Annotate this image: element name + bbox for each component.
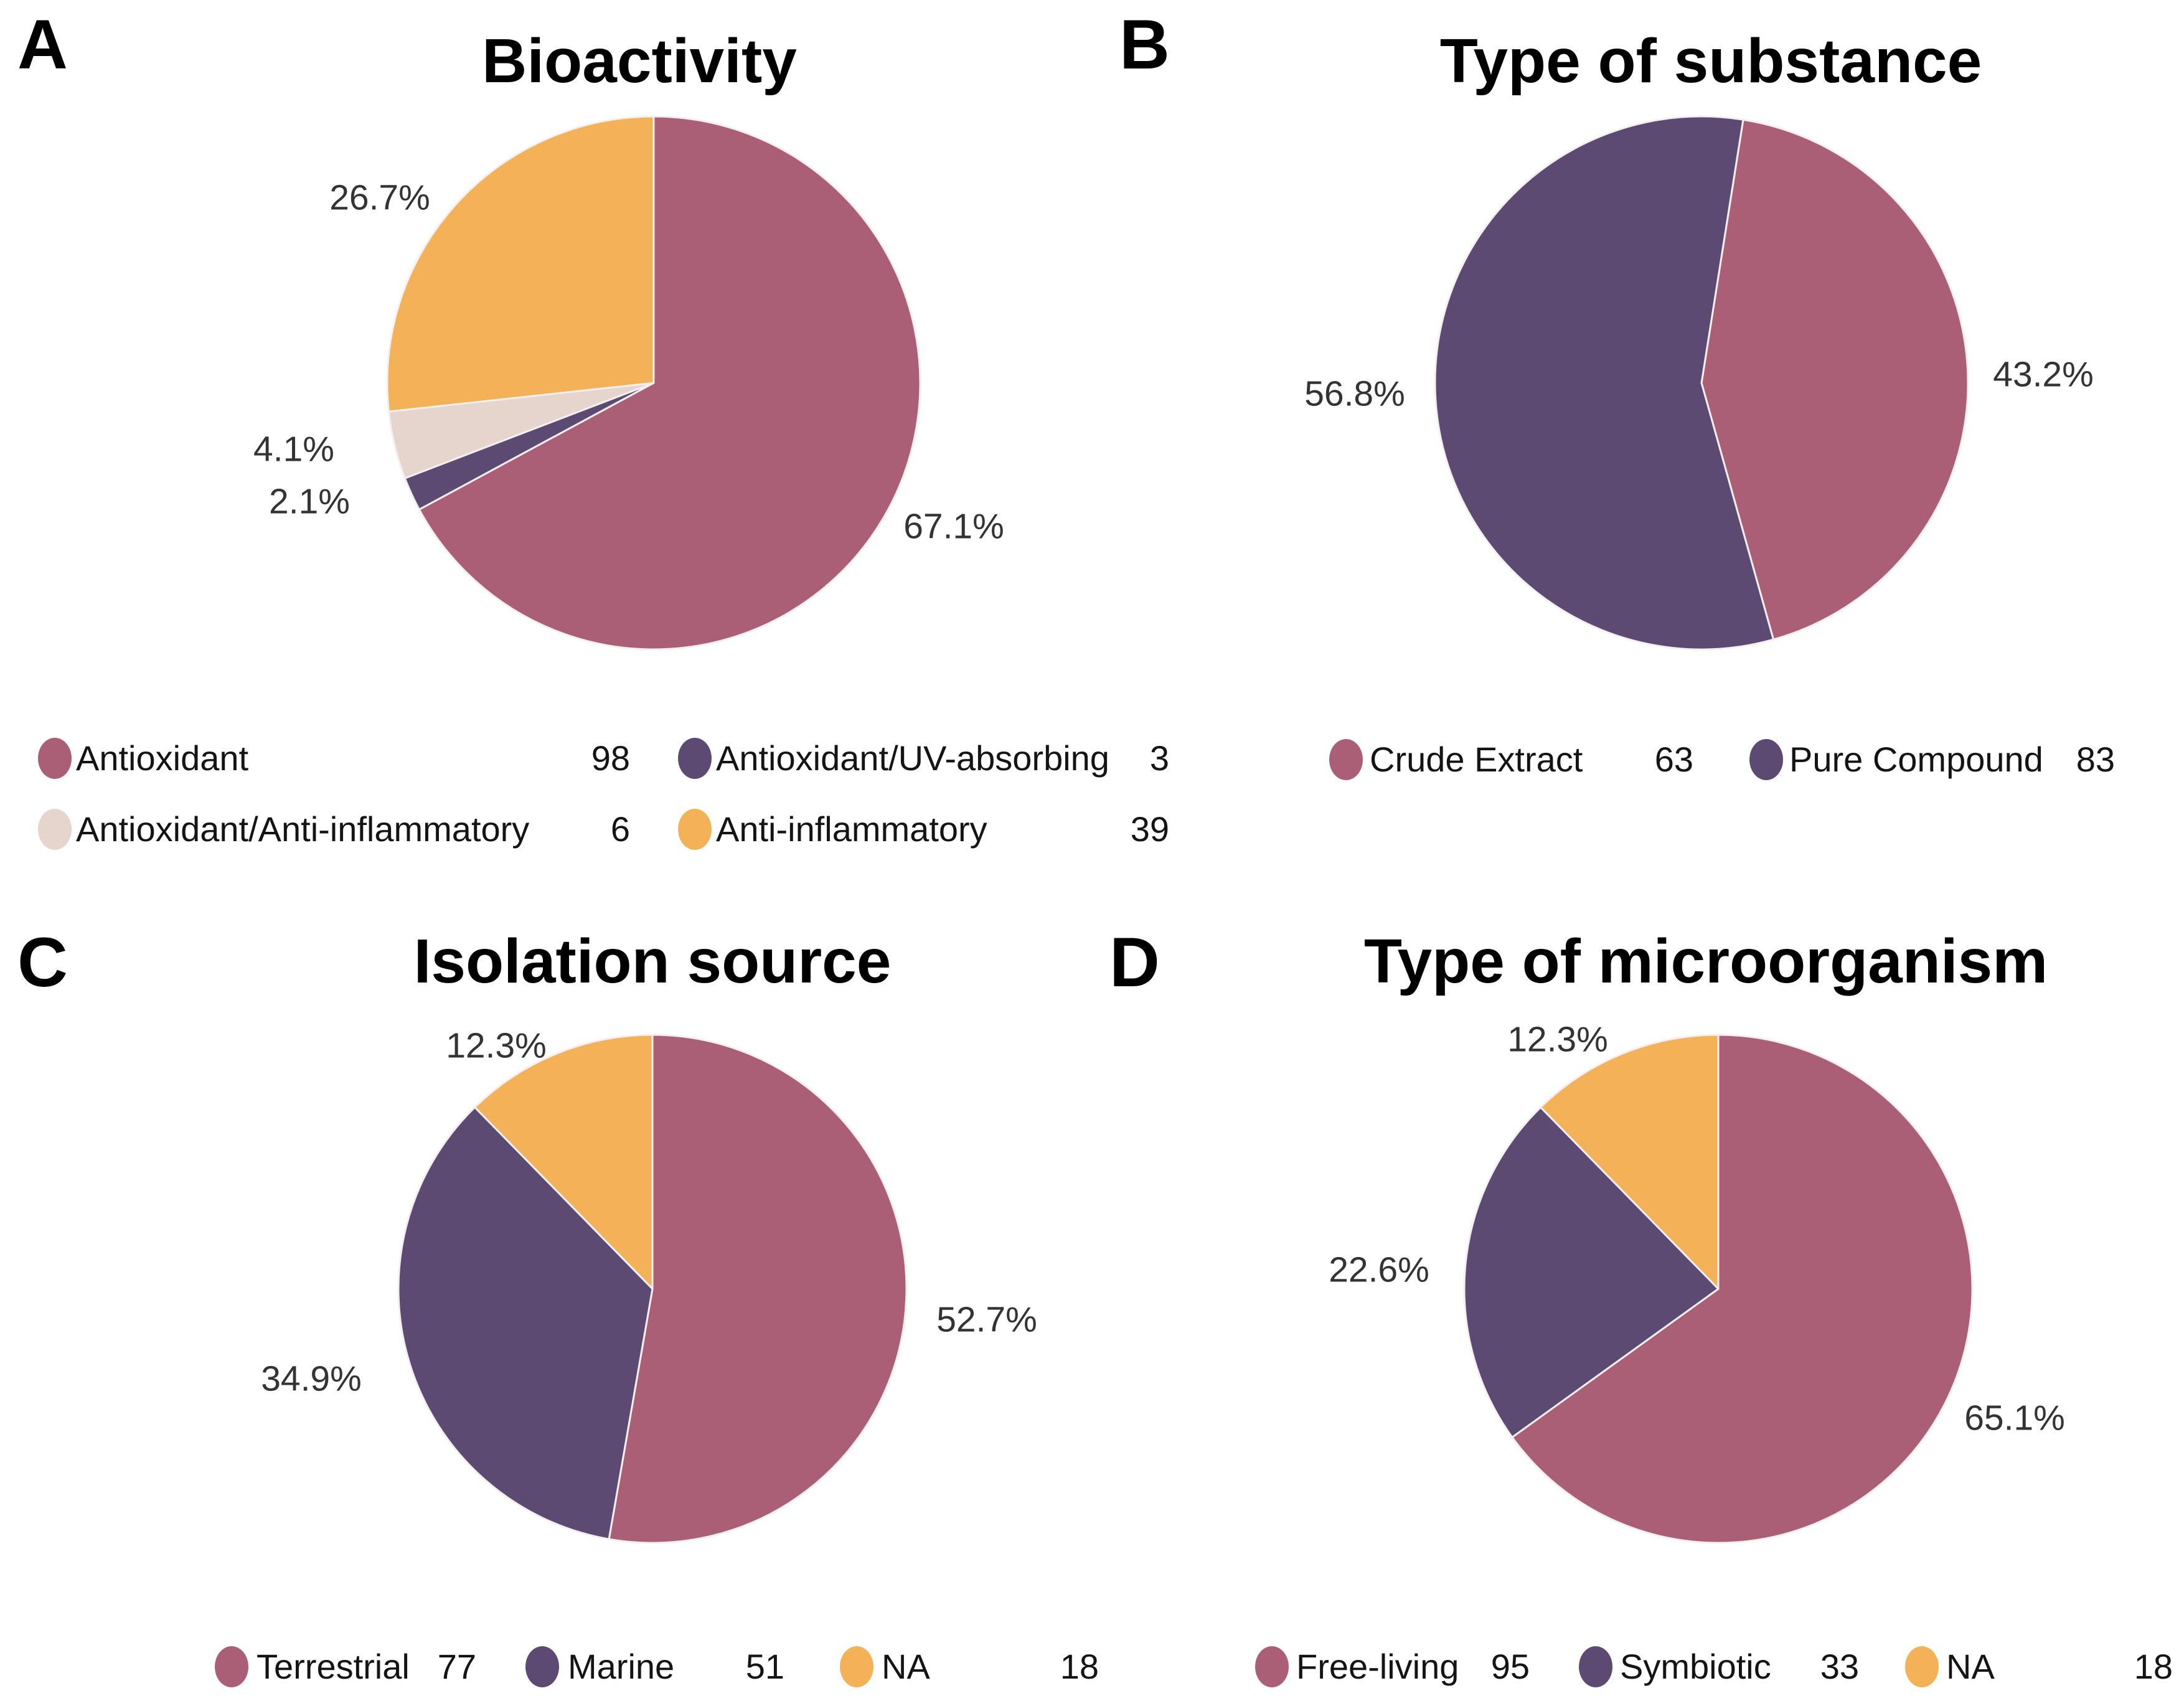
legend-value: 33 bbox=[1820, 1647, 1859, 1686]
legend-swatch-orange bbox=[1905, 1646, 1939, 1687]
legend-swatch-purple bbox=[1579, 1646, 1612, 1687]
legend-value: 51 bbox=[745, 1647, 784, 1686]
panel-letter-C: C bbox=[17, 923, 68, 1001]
legend-value: 6 bbox=[610, 809, 630, 849]
percent-label: 34.9% bbox=[261, 1359, 362, 1399]
legend-label: Free-living bbox=[1296, 1647, 1459, 1686]
legend-value: 18 bbox=[1060, 1647, 1099, 1686]
legend-swatch-maroon bbox=[38, 738, 72, 779]
legend-label: Antioxidant/UV-absorbing bbox=[716, 738, 1109, 778]
legend-label: Terrestrial bbox=[257, 1647, 410, 1686]
pie-slice-antioxidant-anti-inflammatory bbox=[387, 382, 655, 479]
pie-slice-terrestrial bbox=[608, 1034, 908, 1544]
pie-slice-free-living bbox=[1511, 1034, 1974, 1544]
legend-value: 77 bbox=[437, 1647, 476, 1686]
pie-slice-na bbox=[474, 1034, 654, 1290]
legend-swatch-maroon bbox=[1255, 1646, 1289, 1687]
pie-slice-marine bbox=[397, 1106, 654, 1540]
legend-label: Anti-inflammatory bbox=[716, 809, 987, 849]
legend-label: Antioxidant bbox=[76, 738, 249, 778]
legend-value: 18 bbox=[2134, 1647, 2173, 1686]
legend-label: Pure Compound bbox=[1789, 740, 2043, 779]
percent-label: 65.1% bbox=[1964, 1398, 2065, 1438]
legend-value: 63 bbox=[1654, 740, 1693, 779]
pie-chart-isolation-source bbox=[397, 1034, 908, 1544]
percent-label: 56.8% bbox=[1304, 374, 1405, 414]
percent-label: 2.1% bbox=[269, 481, 350, 522]
legend-label: Symbiotic bbox=[1620, 1647, 1771, 1686]
percent-label: 4.1% bbox=[253, 429, 334, 469]
legend-value: 3 bbox=[1149, 738, 1169, 778]
legend-label: NA bbox=[1946, 1647, 1995, 1686]
panel-B-title: Type of substance bbox=[1439, 26, 1982, 96]
legend-swatch-maroon bbox=[215, 1646, 248, 1687]
panel-C-title: Isolation source bbox=[413, 926, 892, 996]
legend-label: Crude Extract bbox=[1370, 740, 1583, 779]
panel-letter-D: D bbox=[1109, 923, 1160, 1001]
percent-label: 67.1% bbox=[903, 506, 1004, 547]
legend-label: Marine bbox=[568, 1647, 675, 1686]
legend-swatch-beige bbox=[38, 809, 72, 850]
legend-value: 39 bbox=[1130, 809, 1169, 849]
pie-chart-type-of-substance bbox=[1434, 115, 1969, 651]
legend-label: NA bbox=[882, 1647, 930, 1686]
panel-A-title: Bioactivity bbox=[482, 26, 797, 96]
legend-value: 83 bbox=[2076, 740, 2115, 779]
legend-swatch-maroon bbox=[1329, 739, 1363, 780]
legend-swatch-orange bbox=[840, 1646, 873, 1687]
percent-label: 12.3% bbox=[1507, 1019, 1608, 1060]
percent-label: 43.2% bbox=[1993, 354, 2094, 395]
pie-slice-symbiotic bbox=[1463, 1106, 1720, 1438]
pie-slice-na bbox=[1540, 1034, 1720, 1290]
pie-slice-antioxidant bbox=[418, 115, 921, 651]
legend-swatch-purple bbox=[525, 1646, 559, 1687]
legend-value: 98 bbox=[591, 738, 630, 778]
legend-swatch-purple bbox=[678, 738, 712, 779]
pie-slice-pure-compound bbox=[1434, 115, 1775, 651]
panel-letter-B: B bbox=[1119, 6, 1170, 83]
pie-slice-crude-extract bbox=[1700, 118, 1969, 641]
pie-chart-bioactivity bbox=[386, 115, 921, 651]
panel-letter-A: A bbox=[17, 6, 68, 83]
pie-chart-type-of-microorganism bbox=[1463, 1034, 1974, 1544]
panel-D-title: Type of microorganism bbox=[1363, 926, 2048, 996]
legend-label: Antioxidant/Anti-inflammatory bbox=[76, 809, 530, 849]
legend-swatch-orange bbox=[678, 809, 712, 850]
percent-label: 26.7% bbox=[329, 177, 430, 218]
percent-label: 52.7% bbox=[936, 1299, 1037, 1340]
percent-label: 12.3% bbox=[446, 1025, 547, 1066]
legend-value: 95 bbox=[1490, 1647, 1530, 1686]
pie-slice-antioxidant-uv-absorbing bbox=[403, 382, 655, 511]
pie-slice-anti-inflammatory bbox=[386, 115, 655, 413]
legend-swatch-purple bbox=[1749, 739, 1783, 780]
percent-label: 22.6% bbox=[1329, 1250, 1429, 1290]
